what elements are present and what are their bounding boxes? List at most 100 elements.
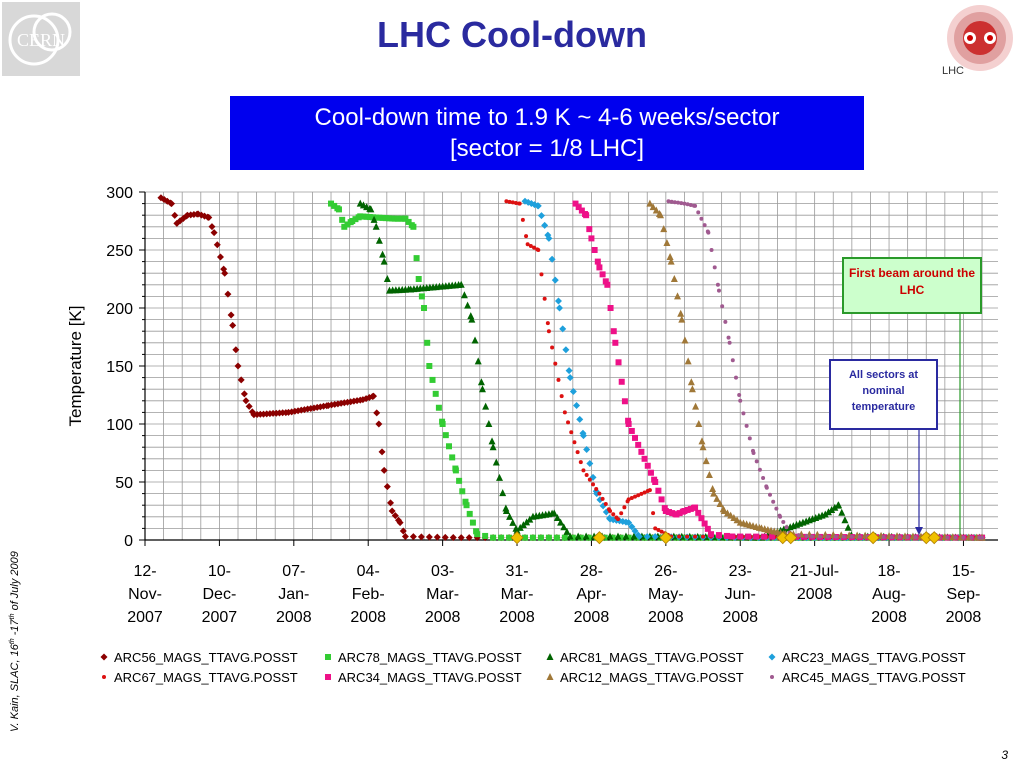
event-marker	[784, 531, 798, 545]
data-point-series-1	[577, 534, 584, 541]
data-point-series-0	[168, 200, 176, 208]
banner-line-1: Cool-down time to 1.9 K ~ 4-6 weeks/sect…	[314, 104, 780, 131]
lhc-logo: LHC	[938, 0, 1022, 80]
data-point-series-1	[633, 534, 640, 541]
data-point-series-5	[621, 398, 628, 405]
data-point-series-2	[582, 532, 590, 540]
first-beam-annotation: First beam around the LHC	[842, 257, 982, 314]
data-point-series-0	[370, 392, 378, 400]
data-point-series-4	[532, 245, 537, 250]
data-point-series-0	[210, 229, 218, 237]
data-point-series-0	[387, 499, 395, 507]
data-point-series-4	[653, 526, 658, 531]
legend-label: ARC23_MAGS_TTAVG.POSST	[782, 650, 966, 665]
data-point-series-5	[625, 421, 632, 427]
data-point-series-5	[641, 455, 648, 462]
y-tick-label: 300	[106, 185, 133, 202]
x-tick-label: 2008	[797, 586, 833, 603]
data-point-series-7	[889, 535, 894, 540]
data-point-series-7	[757, 467, 762, 472]
data-point-series-4	[693, 534, 698, 539]
data-point-series-5	[681, 508, 688, 514]
data-point-series-6	[713, 494, 721, 502]
data-point-series-7	[747, 436, 752, 441]
data-point-series-0	[401, 533, 409, 541]
data-point-series-2	[379, 250, 387, 258]
x-tick-label: Dec-	[203, 586, 237, 603]
data-point-series-5	[701, 520, 708, 527]
data-point-series-1	[585, 534, 592, 541]
data-point-series-6	[687, 378, 695, 386]
data-point-series-5	[687, 505, 694, 512]
data-point-series-4	[584, 473, 589, 478]
data-point-series-5	[572, 200, 579, 207]
data-point-series-1	[410, 223, 417, 230]
data-point-series-1	[391, 215, 398, 222]
data-point-series-2	[509, 518, 517, 526]
data-point-series-7	[953, 535, 958, 540]
page-number: 3	[1001, 748, 1008, 762]
data-point-series-1	[335, 206, 342, 213]
data-point-series-5	[578, 207, 585, 214]
data-point-series-2	[526, 515, 534, 523]
x-tick-label: 2008	[648, 609, 684, 626]
legend-marker	[102, 675, 106, 679]
data-point-series-1	[360, 213, 367, 220]
data-point-series-4	[633, 494, 638, 499]
data-point-series-7	[720, 304, 725, 309]
data-point-series-1	[439, 421, 446, 427]
data-point-series-1	[418, 293, 425, 300]
data-point-series-0	[229, 321, 237, 329]
data-point-series-2	[495, 473, 503, 481]
data-point-series-1	[413, 255, 420, 262]
legend-marker	[546, 653, 554, 660]
data-point-series-5	[698, 515, 705, 522]
data-point-series-2	[457, 280, 465, 288]
data-point-series-2	[502, 507, 510, 514]
data-point-series-7	[733, 375, 738, 380]
data-point-series-6	[695, 420, 703, 427]
cern-logo-text: CERN	[17, 30, 65, 50]
data-point-series-1	[415, 276, 422, 282]
data-point-series-0	[396, 519, 404, 527]
data-point-series-3	[643, 533, 651, 541]
data-point-series-3	[625, 519, 633, 527]
data-point-series-5	[666, 509, 673, 516]
data-point-series-7	[781, 520, 786, 525]
data-point-series-7	[784, 525, 789, 530]
event-marker	[659, 531, 673, 545]
data-point-series-6	[660, 225, 668, 233]
data-point-series-2	[516, 523, 524, 531]
data-point-series-5	[647, 469, 654, 476]
data-point-series-5	[602, 278, 609, 285]
data-point-series-7	[796, 533, 801, 538]
data-point-series-7	[723, 319, 728, 324]
data-point-series-2	[506, 512, 514, 520]
data-point-series-0	[373, 409, 381, 417]
data-point-series-2	[488, 437, 496, 445]
data-point-series-7	[849, 534, 854, 539]
data-point-series-4	[517, 201, 522, 206]
data-point-series-1	[424, 339, 431, 346]
data-point-series-4	[507, 199, 512, 204]
data-point-series-7	[913, 535, 918, 540]
data-point-series-2	[630, 532, 638, 540]
data-point-series-7	[961, 535, 966, 540]
data-point-series-0	[221, 269, 229, 277]
data-point-series-4	[642, 490, 647, 495]
legend-marker	[546, 673, 554, 680]
data-point-series-5	[607, 305, 614, 311]
data-point-series-2	[560, 523, 568, 531]
data-point-series-2	[550, 509, 558, 517]
data-point-series-3	[573, 401, 581, 409]
data-point-series-7	[804, 533, 809, 538]
data-point-series-4	[550, 345, 555, 350]
x-tick-label: 2008	[276, 609, 312, 626]
data-point-series-6	[688, 385, 696, 393]
data-point-series-5	[594, 258, 601, 265]
svg-text:V. Kain, SLAC, 16th -17th of J: V. Kain, SLAC, 16th -17th of July 2009	[9, 551, 21, 732]
data-point-series-3	[537, 212, 545, 220]
data-point-series-2	[614, 532, 622, 540]
data-point-series-1	[545, 534, 552, 541]
data-point-series-4	[656, 528, 661, 533]
